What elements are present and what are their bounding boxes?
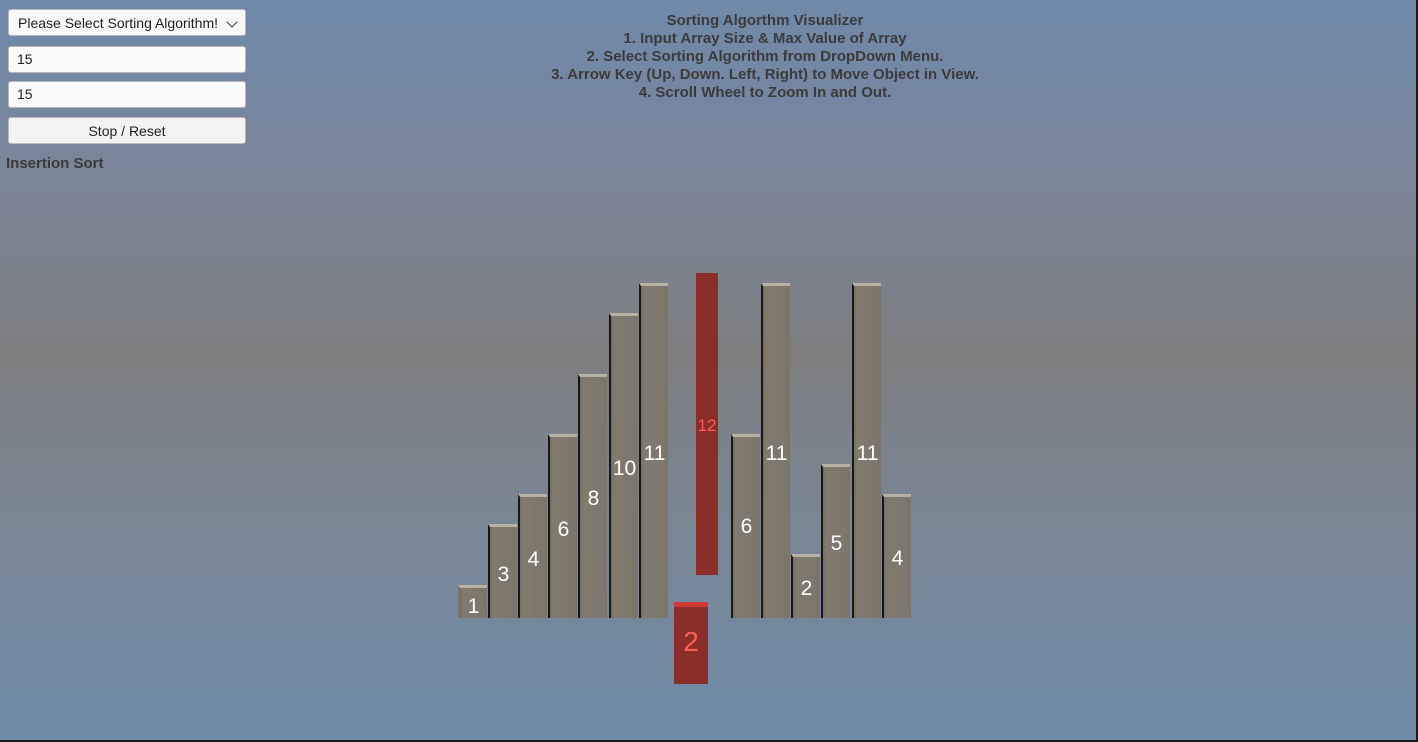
- array-bar: 6: [548, 434, 577, 618]
- bar-value: 11: [856, 442, 879, 465]
- chevron-down-icon: [226, 16, 238, 28]
- array-bar: 2: [791, 554, 820, 618]
- bar-value: 2: [800, 577, 813, 600]
- instruction-line: 4. Scroll Wheel to Zoom In and Out.: [638, 84, 892, 101]
- max-value-input[interactable]: 15: [8, 81, 246, 108]
- array-bar: 6: [731, 434, 760, 618]
- bar-value: 11: [765, 442, 788, 465]
- array-bar: 5: [821, 464, 850, 618]
- array-bar: 11: [639, 283, 668, 618]
- array-bar: 3: [488, 524, 517, 618]
- bar-value: 11: [643, 442, 666, 465]
- bar-value: 6: [557, 518, 570, 541]
- array-bar: 8: [578, 374, 607, 618]
- instruction-line: 1. Input Array Size & Max Value of Array: [623, 30, 907, 47]
- bar-value: 3: [497, 563, 510, 586]
- instruction-line: 3. Arrow Key (Up, Down. Left, Right) to …: [551, 66, 979, 83]
- array-bar: 10: [609, 313, 638, 618]
- array-bar: 4: [518, 494, 547, 618]
- algorithm-dropdown-label: Please Select Sorting Algorithm!: [18, 15, 218, 31]
- bar-value: 5: [830, 532, 843, 555]
- array-size-input[interactable]: 15: [8, 46, 246, 73]
- array-bar: 1: [458, 585, 487, 618]
- array-bar: 11: [852, 283, 881, 618]
- algorithm-dropdown[interactable]: Please Select Sorting Algorithm!: [8, 9, 246, 36]
- key-bar-value: 2: [683, 626, 699, 657]
- bar-value: 1: [467, 595, 480, 618]
- bar-value: 10: [612, 457, 637, 480]
- bar-value: 6: [740, 515, 753, 538]
- stop-reset-button[interactable]: Stop / Reset: [8, 117, 246, 144]
- bar-value: 4: [891, 547, 904, 570]
- array-bar: 11: [761, 283, 790, 618]
- instructions-panel: Sorting Algorthm Visualizer 1. Input Arr…: [465, 12, 1065, 102]
- current-algorithm-label: Insertion Sort: [6, 155, 104, 172]
- lifted-bar: 12: [696, 273, 718, 575]
- array-bar: 4: [882, 494, 911, 618]
- key-bar: 2: [674, 602, 708, 684]
- instruction-line: 2. Select Sorting Algorithm from DropDow…: [586, 48, 944, 65]
- instructions-title: Sorting Algorthm Visualizer: [666, 12, 864, 29]
- lifted-bar-value: 12: [697, 416, 717, 435]
- bar-value: 4: [527, 548, 540, 571]
- bar-value: 8: [587, 487, 600, 510]
